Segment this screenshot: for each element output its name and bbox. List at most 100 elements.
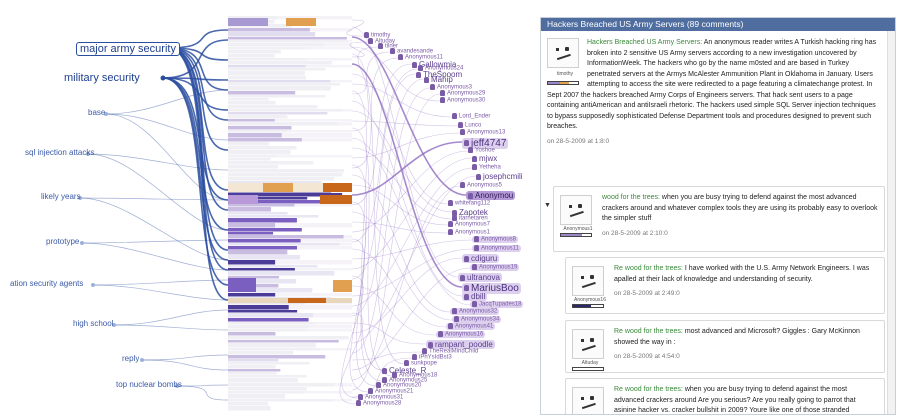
user-label[interactable]: cdiguru (462, 254, 500, 263)
user-label[interactable]: Anonymous24 (418, 65, 463, 72)
scrollbar[interactable] (887, 31, 895, 414)
reply-title-link[interactable]: wood for the trees: (602, 194, 660, 201)
user-label[interactable]: Anonymous16 (436, 331, 486, 338)
user-label[interactable]: Anonymous25 (382, 377, 427, 384)
user-name: Lord_Ender (459, 113, 491, 120)
user-label[interactable]: Celeste_R (382, 366, 426, 375)
user-icon (452, 113, 457, 119)
user-label[interactable]: TheRealMindChild (422, 348, 478, 355)
user-edge (351, 184, 449, 226)
post-row-bar (228, 246, 297, 250)
user-label[interactable]: Gallowmia (412, 60, 456, 69)
keyword-label[interactable]: major army security (76, 42, 180, 56)
reply-title-link[interactable]: Re wood for the trees: (614, 386, 683, 393)
user-label[interactable]: Anonymous5 (460, 182, 502, 189)
user-edge (351, 185, 461, 381)
keyword-label[interactable]: base (88, 108, 106, 117)
user-name: Anonymous24 (425, 65, 464, 72)
post-title-link[interactable]: Hackers Breached US Army Servers: (587, 39, 703, 46)
user-label[interactable]: Lord_Ender (452, 113, 490, 120)
user-icon (460, 274, 465, 281)
post-row-bar (228, 329, 307, 332)
user-label[interactable]: Anonymous13 (460, 129, 505, 136)
user-label[interactable]: Anonymous29 (440, 90, 485, 97)
keyword-label[interactable]: reply (122, 354, 140, 363)
keyword-label[interactable]: top nuclear bombs (116, 380, 182, 389)
user-label[interactable]: Anonymous21 (368, 388, 413, 395)
user-label[interactable]: TheSpoom (416, 70, 462, 79)
post-row-bar (228, 322, 316, 325)
user-label[interactable]: dbill (462, 292, 488, 301)
comment-list[interactable]: timothy Hackers Breached US Army Servers… (541, 31, 887, 414)
user-label[interactable]: JacqTupades18 (470, 301, 524, 308)
user-label[interactable]: Yoshoe (468, 147, 495, 154)
user-label[interactable]: Anonymous31 (358, 394, 403, 401)
user-label[interactable]: whitefang112 (448, 200, 490, 207)
user-label[interactable]: MariusBoo (462, 283, 521, 294)
avatar[interactable] (572, 266, 604, 296)
user-label[interactable]: Anonymous7 (448, 221, 490, 228)
user-label[interactable]: josephcmili (476, 172, 523, 181)
reply-title-link[interactable]: Re wood for the trees: (614, 328, 683, 335)
user-label[interactable]: Anonymous8 (472, 236, 519, 243)
user-label[interactable]: sunkpope (404, 360, 437, 367)
post-row-bar (306, 329, 352, 332)
user-label[interactable]: Altuday (368, 38, 395, 45)
user-label[interactable]: Anonymous30 (440, 97, 485, 104)
user-label[interactable]: Manip (424, 75, 453, 84)
post-row-bar (228, 313, 314, 318)
avatar[interactable] (572, 387, 604, 414)
user-icon (376, 382, 381, 388)
user-label[interactable]: Zapotek (452, 208, 488, 217)
post-row-bar (228, 91, 296, 95)
avatar[interactable] (572, 329, 604, 359)
post-row-bar (275, 293, 352, 297)
user-label[interactable]: ultranova (458, 273, 502, 282)
user-label[interactable]: Anonymous18 (392, 372, 437, 379)
keyword-label[interactable]: sql injection attacks (25, 148, 95, 157)
post-row-bar (228, 133, 282, 138)
user-label[interactable]: Anonymous19 (470, 264, 520, 271)
user-label[interactable]: Anonymous11 (472, 245, 521, 252)
user-label[interactable]: tilner (378, 43, 398, 50)
user-label[interactable]: Anonymous11 (398, 54, 443, 61)
post-row-bar (228, 383, 334, 387)
avatar[interactable] (560, 195, 592, 225)
keyword-label[interactable]: high school (73, 319, 114, 328)
user-label[interactable]: Anonymous34 (452, 316, 502, 323)
user-label[interactable]: mjwx (472, 154, 497, 163)
user-label[interactable]: iPhYsIdBst3 (412, 354, 452, 361)
user-edge (339, 312, 364, 405)
keyword-label[interactable]: likely years (41, 192, 81, 201)
collapse-thread-icon[interactable]: ▼ (544, 202, 551, 209)
user-label[interactable]: Anonymous32 (450, 308, 500, 315)
keyword-label[interactable]: ation security agents (10, 279, 84, 288)
user-label[interactable]: itarnetaren (452, 215, 488, 222)
keyword-label[interactable]: military security (64, 72, 140, 84)
user-label[interactable]: Anonymous20 (376, 382, 421, 389)
reply-title-link[interactable]: Re wood for the trees: (614, 265, 683, 272)
keyword-node (175, 384, 179, 388)
user-label[interactable]: Anonymous1 (448, 229, 490, 236)
user-label[interactable]: avandesande (390, 48, 433, 55)
reply-comment: Anonymous1 wood for the trees: when you … (553, 186, 885, 252)
user-icon (472, 155, 477, 162)
user-label[interactable]: timothy (364, 32, 390, 39)
post-date: on 28-5-2009 at 1:8:0 (547, 137, 610, 145)
keyword-edge (167, 29, 229, 49)
user-label[interactable]: rampant_poodle (426, 340, 495, 349)
user-label[interactable]: Anonymous41 (446, 323, 496, 330)
user-icon (464, 255, 469, 262)
post-row-bar (348, 40, 352, 43)
avatar[interactable] (547, 38, 579, 68)
user-label[interactable]: Lunco (458, 122, 481, 129)
user-label[interactable]: Anonymous3 (430, 84, 472, 91)
post-row-bar (228, 228, 302, 232)
post-row-bar (324, 43, 352, 47)
user-label[interactable]: Anonymous28 (356, 400, 401, 407)
user-name: dbill (471, 292, 486, 301)
user-label[interactable]: Yetheha (472, 164, 501, 171)
user-label[interactable]: jeff4747 (462, 138, 509, 149)
keyword-label[interactable]: prototype (46, 237, 80, 246)
user-label[interactable]: Anonymou (466, 191, 516, 200)
